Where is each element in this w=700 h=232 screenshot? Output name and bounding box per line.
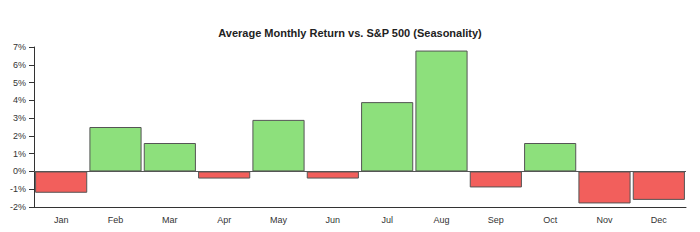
svg-text:Sep: Sep: [488, 215, 504, 225]
svg-text:Jan: Jan: [54, 215, 69, 225]
svg-text:Jul: Jul: [381, 215, 393, 225]
svg-text:2%: 2%: [13, 131, 26, 141]
svg-text:May: May: [270, 215, 288, 225]
svg-text:-2%: -2%: [10, 202, 26, 212]
svg-text:Jun: Jun: [326, 215, 341, 225]
svg-text:Feb: Feb: [108, 215, 124, 225]
svg-text:1%: 1%: [13, 149, 26, 159]
svg-text:Apr: Apr: [217, 215, 231, 225]
svg-text:Nov: Nov: [596, 215, 613, 225]
svg-text:6%: 6%: [13, 60, 26, 70]
svg-text:Dec: Dec: [651, 215, 668, 225]
svg-text:-1%: -1%: [10, 184, 26, 194]
svg-text:5%: 5%: [13, 78, 26, 88]
svg-text:4%: 4%: [13, 95, 26, 105]
svg-text:0%: 0%: [13, 166, 26, 176]
svg-text:Oct: Oct: [543, 215, 558, 225]
svg-text:Aug: Aug: [433, 215, 449, 225]
svg-text:Average Monthly Return vs. S&P: Average Monthly Return vs. S&P 500 (Seas…: [218, 27, 482, 39]
svg-text:7%: 7%: [13, 42, 26, 52]
svg-text:Mar: Mar: [162, 215, 178, 225]
svg-text:3%: 3%: [13, 113, 26, 123]
